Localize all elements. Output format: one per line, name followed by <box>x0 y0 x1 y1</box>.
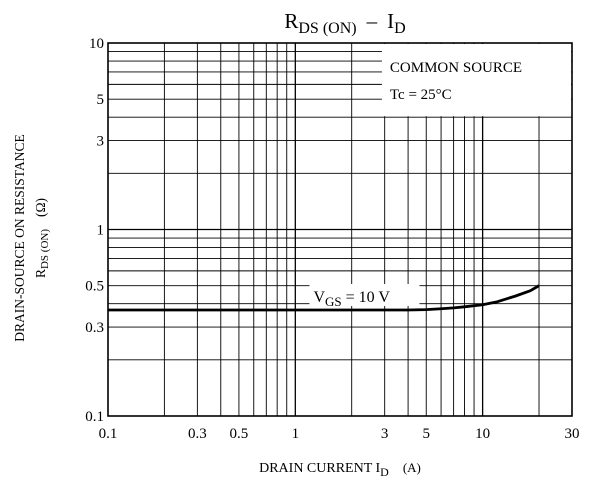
plot-frame <box>107 42 573 417</box>
y-axis-label: DRAIN-SOURCE ON RESISTANCE RDS (ON)(Ω) <box>12 134 51 341</box>
y-tick-label: 5 <box>97 92 105 108</box>
x-tick-label: 30 <box>565 426 580 442</box>
y-tick-label: 10 <box>89 36 104 52</box>
series-line-vgs <box>108 284 540 312</box>
x-tick-label: 5 <box>422 426 430 442</box>
x-tick-label: 0.3 <box>188 426 207 442</box>
legend-common-source: COMMON SOURCE <box>390 60 522 76</box>
x-axis-label: DRAIN CURRENT ID (A) <box>259 460 421 479</box>
y-tick-labels: 0.1 0.3 0.5 1 3 5 10 <box>85 36 104 425</box>
series-layer: VGS = 10 V <box>108 284 540 312</box>
series-label-bg <box>309 284 420 307</box>
x-tick-label: 1 <box>292 426 300 442</box>
svg-text:RDS (ON)(Ω): RDS (ON)(Ω) <box>33 198 51 278</box>
y-tick-label: 0.1 <box>85 409 104 425</box>
x-tick-label: 0.5 <box>230 426 249 442</box>
x-tick-label: 3 <box>381 426 389 442</box>
x-tick-label: 0.1 <box>99 426 118 442</box>
x-tick-label: 10 <box>475 426 490 442</box>
y-tick-label: 0.5 <box>85 279 104 295</box>
y-tick-label: 3 <box>97 134 105 150</box>
legend-box: COMMON SOURCE Tc = 25°C <box>381 44 571 117</box>
y-tick-label: 0.3 <box>85 320 104 336</box>
x-tick-labels: 0.1 0.3 0.5 1 3 5 10 30 <box>99 426 580 442</box>
chart-title: RDS (ON) – ID <box>284 9 405 37</box>
svg-text:DRAIN-SOURCE ON RESISTANCE: DRAIN-SOURCE ON RESISTANCE <box>12 134 27 341</box>
y-tick-label: 1 <box>97 223 105 239</box>
legend-tc: Tc = 25°C <box>390 87 452 103</box>
series-label-vgs: VGS = 10 V <box>313 289 390 309</box>
